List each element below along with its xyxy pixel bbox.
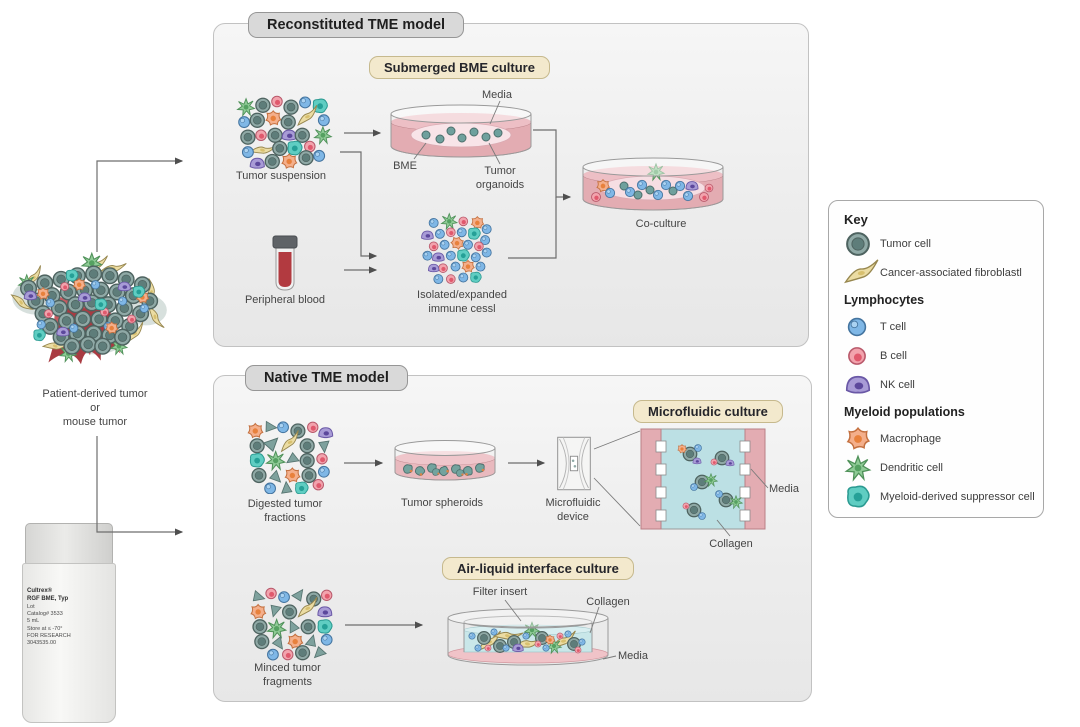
t-cell-icon [844, 314, 880, 340]
immune-cell-cluster [421, 213, 492, 285]
cancer-associated-fibroblast-icon [844, 258, 880, 287]
bme-vial-cap [25, 523, 113, 567]
vial-label-line: FOR RESEARCH [27, 632, 71, 639]
digested-tumor-cluster [247, 421, 334, 494]
key-label: T cell [880, 320, 907, 333]
key-panel: Key Tumor cell Cancer-associated fibrobl… [828, 200, 1044, 518]
minced-tumor-cluster [250, 587, 333, 661]
microfluidic-media-label: Media [769, 483, 799, 495]
key-section-myeloid: Myeloid populations [844, 405, 965, 419]
vial-label-line: Cultrex® [27, 588, 53, 594]
minced-tumor-label: Minced tumor fragments [254, 662, 321, 688]
key-label: Tumor cell [880, 237, 931, 250]
filter-insert-label: Filter insert [472, 586, 528, 598]
nk-cell-icon [844, 373, 880, 397]
b-cell-icon [844, 343, 880, 369]
key-label: Dendritic cell [880, 461, 943, 474]
dendritic-cell-icon [844, 454, 880, 482]
tumor-source-label: Patient-derived tumor or mouse tumor [42, 388, 148, 428]
bme-vial: Cultrex® RGF BME, Typ Lot Catalog# 3533 … [22, 563, 116, 723]
tumor-cell-icon [844, 230, 880, 258]
vial-label-line: 3043535.00 [27, 640, 57, 647]
mdsc-icon [844, 483, 880, 511]
key-row-fibroblast: Cancer-associated fibroblastl [844, 258, 1037, 287]
patient-tumor-illustration [11, 252, 167, 365]
tumor-spheroids-label: Tumor spheroids [400, 497, 484, 509]
immune-cells-label: Isolated/expanded immune cessl [417, 289, 507, 315]
tumor-spheroids-dish [394, 440, 496, 481]
vial-label-line: Lot [27, 603, 35, 610]
key-row-t-cell: T cell [844, 312, 1037, 341]
key-label: B cell [880, 349, 907, 362]
microfluidic-culture-box [640, 428, 766, 530]
co-culture-dish [582, 157, 724, 211]
key-label: Cancer-associated fibroblastl [880, 266, 1022, 279]
key-row-tumor-cell: Tumor cell [844, 229, 1037, 258]
peripheral-blood-tube [272, 235, 298, 291]
native-panel-title: Native TME model [245, 365, 408, 391]
reconstituted-panel-title: Reconstituted TME model [248, 12, 465, 38]
ali-media-label: Media [618, 650, 648, 662]
bme-label: BME [393, 160, 417, 172]
key-label: Myeloid-derived suppressor cell [880, 490, 1035, 503]
key-row-b-cell: B cell [844, 341, 1037, 370]
ali-dish [447, 608, 609, 666]
key-row-dendritic-cell: Dendritic cell [844, 453, 1037, 482]
tumor-suspension-label: Tumor suspension [235, 170, 327, 182]
co-culture-label: Co-culture [635, 218, 687, 230]
vial-label-line: Store at ≤ -70° [27, 625, 63, 632]
peripheral-blood-label: Peripheral blood [244, 294, 326, 306]
vial-label-line: 5 mL [27, 618, 40, 625]
key-section-lymphocytes: Lymphocytes [844, 293, 925, 307]
key-title: Key [844, 212, 868, 227]
macrophage-icon [844, 425, 880, 453]
ali-culture-badge: Air-liquid interface culture [442, 557, 634, 580]
key-label: NK cell [880, 378, 915, 391]
microfluidic-culture-badge: Microfluidic culture [633, 400, 783, 423]
microfluidic-device-icon [557, 436, 591, 491]
digested-tumor-label: Digested tumor fractions [247, 498, 323, 524]
bme-vial-label: Cultrex® RGF BME, Typ Lot Catalog# 3533 … [27, 588, 109, 647]
submerged-bme-culture-badge: Submerged BME culture [369, 56, 550, 79]
vial-label-line: Catalog# 3533 [27, 611, 63, 618]
key-row-nk-cell: NK cell [844, 370, 1037, 399]
microfluidic-device-label: Microfluidic device [545, 497, 601, 523]
key-row-macrophage: Macrophage [844, 424, 1037, 453]
key-row-mdsc: Myeloid-derived suppressor cell [844, 482, 1037, 511]
tumor-suspension-cluster [237, 95, 332, 169]
key-label: Macrophage [880, 432, 942, 445]
ali-collagen-label: Collagen [586, 596, 630, 608]
media-label-submerged: Media [482, 89, 512, 101]
microfluidic-collagen-label: Collagen [709, 538, 753, 550]
tumor-organoids-label: Tumor organoids [475, 165, 525, 191]
vial-label-line: RGF BME, Typ [27, 595, 69, 602]
